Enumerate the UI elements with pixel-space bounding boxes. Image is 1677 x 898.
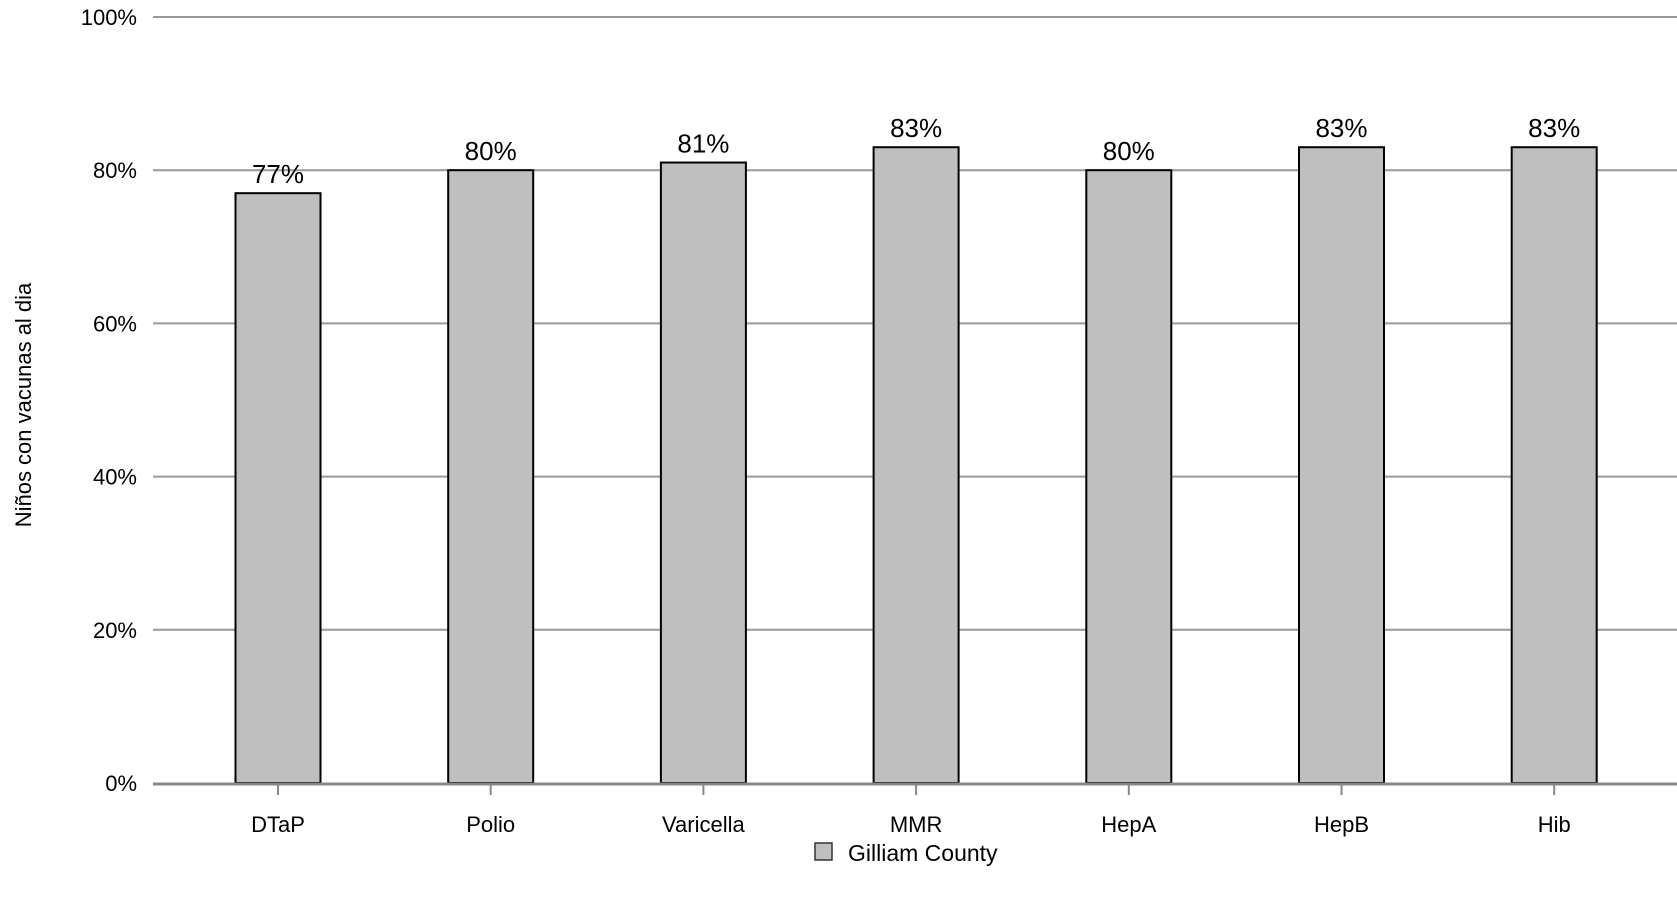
- bar: [659, 161, 747, 785]
- x-tick-label: Polio: [466, 812, 515, 837]
- legend-swatch: [814, 842, 833, 861]
- data-label: 80%: [465, 136, 517, 166]
- y-tick-label: 40%: [93, 465, 137, 490]
- x-tick-label: DTaP: [251, 812, 305, 837]
- data-label: 77%: [252, 159, 304, 189]
- data-label: 81%: [677, 129, 729, 159]
- x-tick-label: MMR: [890, 812, 943, 837]
- data-label: 83%: [890, 113, 942, 143]
- x-tick-label: Hib: [1538, 812, 1571, 837]
- x-tick-label: HepA: [1101, 812, 1156, 837]
- y-tick-label: 60%: [93, 311, 137, 336]
- legend: Gilliam County: [814, 840, 998, 866]
- legend-label: Gilliam County: [848, 840, 998, 866]
- x-axis: DTaP Polio Varicella MMR HepA HepB Hib: [153, 782, 1677, 837]
- y-axis-title: Niños con vacunas al dia: [11, 282, 36, 527]
- y-tick-label: 100%: [81, 5, 137, 30]
- data-label: 80%: [1103, 136, 1155, 166]
- data-label: 83%: [1315, 113, 1367, 143]
- y-axis-ticks: 0% 20% 40% 60% 80% 100%: [81, 5, 137, 796]
- bars: [234, 146, 1598, 785]
- bar: [1085, 169, 1173, 784]
- bar: [447, 169, 535, 784]
- bar: [1510, 146, 1598, 785]
- data-labels: 77% 80% 81% 83% 80% 83% 83%: [252, 113, 1580, 189]
- bar: [234, 192, 322, 784]
- x-tick-label: HepB: [1314, 812, 1369, 837]
- bar: [1298, 146, 1385, 785]
- y-tick-label: 80%: [93, 158, 137, 183]
- bar: [872, 146, 960, 785]
- y-tick-label: 20%: [93, 618, 137, 643]
- data-label: 83%: [1528, 113, 1580, 143]
- x-tick-label: Varicella: [662, 812, 746, 837]
- y-tick-label: 0%: [105, 771, 137, 796]
